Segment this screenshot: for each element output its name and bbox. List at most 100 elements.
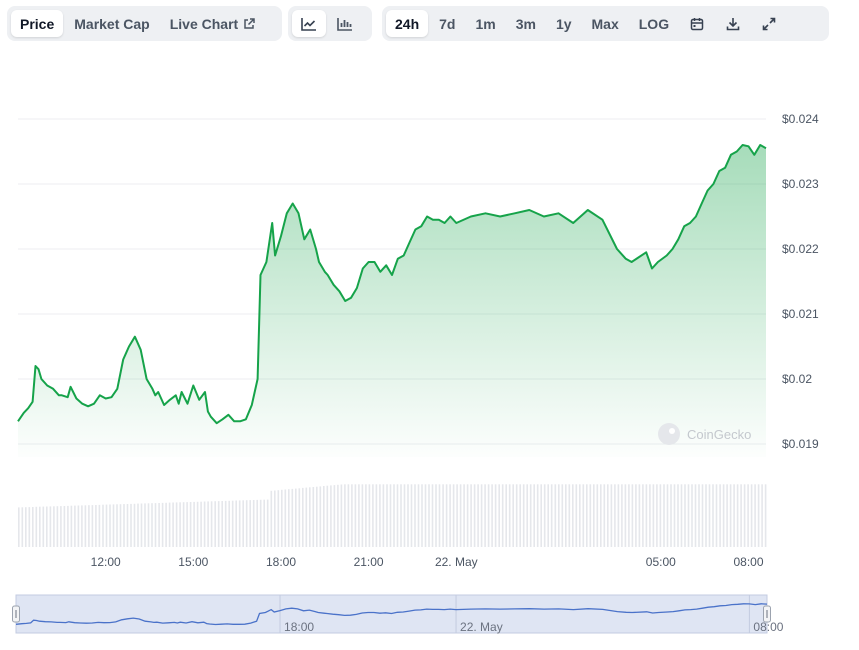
y-tick-label: $0.022 xyxy=(782,242,819,256)
volume-bar xyxy=(480,484,483,547)
volume-bar xyxy=(140,503,143,547)
volume-bar xyxy=(172,502,174,547)
volume-bar xyxy=(91,505,94,547)
price-area xyxy=(18,145,766,457)
volume-bar xyxy=(554,484,557,547)
calendar-icon xyxy=(690,17,704,30)
line-chart-icon xyxy=(301,17,316,31)
volume-bar xyxy=(119,504,122,547)
volume-bar xyxy=(617,484,620,547)
log-toggle[interactable]: LOG xyxy=(638,15,670,32)
volume-bar xyxy=(533,484,535,547)
x-tick-label: 21:00 xyxy=(354,555,384,569)
volume-bar xyxy=(291,488,294,547)
volume-bar xyxy=(186,502,188,547)
volume-bar xyxy=(56,506,59,547)
volume-bar xyxy=(540,484,542,547)
volume-bar xyxy=(35,506,38,547)
navigator-line xyxy=(15,603,768,626)
volume-bar xyxy=(638,484,641,547)
volume-bar xyxy=(680,484,683,547)
volume-bar xyxy=(323,486,325,547)
volume-bar xyxy=(575,484,578,547)
volume-bar xyxy=(715,484,718,547)
volume-bar xyxy=(596,484,599,547)
volume-bar xyxy=(102,504,104,547)
range-24h[interactable]: 24h xyxy=(386,10,429,37)
range-1y[interactable]: 1y xyxy=(555,15,572,32)
volume-bar xyxy=(259,499,262,547)
volume-bar xyxy=(417,484,420,547)
range-max[interactable]: Max xyxy=(591,15,619,32)
volume-bar xyxy=(494,484,497,547)
tab-price[interactable]: Price xyxy=(11,10,64,37)
volume-bar xyxy=(340,484,343,547)
volume-bar xyxy=(231,500,234,547)
volume-bar xyxy=(593,484,595,547)
volume-bar xyxy=(631,484,634,547)
volume-bar xyxy=(691,484,693,547)
volume-bar xyxy=(586,484,588,547)
volume-bar xyxy=(568,484,571,547)
volume-bar xyxy=(372,484,374,547)
volume-bar xyxy=(144,503,146,547)
volume-bar xyxy=(719,484,721,547)
volume-bar xyxy=(677,484,679,547)
volume-bar xyxy=(74,505,76,547)
volume-bar xyxy=(403,484,406,547)
volume-bar xyxy=(382,484,385,547)
fullscreen-button[interactable] xyxy=(752,10,786,37)
volume-bar xyxy=(130,503,132,547)
volume-bar xyxy=(25,507,27,547)
volume-bar xyxy=(263,499,265,547)
volume-bar xyxy=(547,484,549,547)
x-tick-label: 22. May xyxy=(435,555,478,569)
volume-bar xyxy=(526,484,528,547)
volume-bar xyxy=(274,490,276,547)
volume-bar xyxy=(42,506,45,547)
volume-bar xyxy=(182,502,185,547)
volume-bar xyxy=(175,502,178,547)
calendar-button[interactable] xyxy=(680,10,714,37)
view-tab-group: Price Market Cap Live Chart xyxy=(7,6,282,41)
volume-bar xyxy=(610,484,613,547)
volume-bar xyxy=(407,484,409,547)
volume-bar xyxy=(701,484,704,547)
coingecko-watermark: CoinGecko xyxy=(658,423,751,445)
range-1m[interactable]: 1m xyxy=(475,15,496,32)
volume-bar xyxy=(757,484,760,547)
volume-bar xyxy=(18,507,20,547)
volume-bar xyxy=(442,484,444,547)
volume-bar xyxy=(515,484,518,547)
volume-bar xyxy=(435,484,437,547)
volume-bar xyxy=(561,484,564,547)
download-button[interactable] xyxy=(716,10,750,37)
volume-bar xyxy=(473,484,476,547)
volume-bar xyxy=(309,487,311,547)
volume-bar xyxy=(214,501,216,547)
range-7d[interactable]: 7d xyxy=(439,15,456,32)
volume-bars xyxy=(18,484,767,547)
y-tick-label: $0.021 xyxy=(782,307,819,321)
volume-bar xyxy=(607,484,609,547)
volume-bar xyxy=(312,487,315,547)
volume-bar xyxy=(733,484,735,547)
tab-market-cap[interactable]: Market Cap xyxy=(74,15,150,32)
volume-bar xyxy=(368,484,371,547)
bar-chart-button[interactable] xyxy=(328,10,362,37)
volume-bar xyxy=(438,484,441,547)
volume-bar xyxy=(235,500,237,547)
tab-live-chart[interactable]: Live Chart xyxy=(161,10,264,37)
x-axis: 12:00 15:00 18:00 21:00 22. May 05:00 08:00 xyxy=(91,555,764,569)
volume-bar xyxy=(32,507,34,547)
range-navigator[interactable]: 18:00 22. May 08:00 xyxy=(12,594,784,634)
volume-bar xyxy=(351,484,353,547)
line-chart-button[interactable] xyxy=(292,10,326,37)
volume-bar xyxy=(600,484,602,547)
volume-bar xyxy=(428,484,430,547)
range-3m[interactable]: 3m xyxy=(515,15,536,32)
volume-bar xyxy=(337,484,339,547)
volume-bar xyxy=(84,505,87,547)
volume-bar xyxy=(761,484,763,547)
